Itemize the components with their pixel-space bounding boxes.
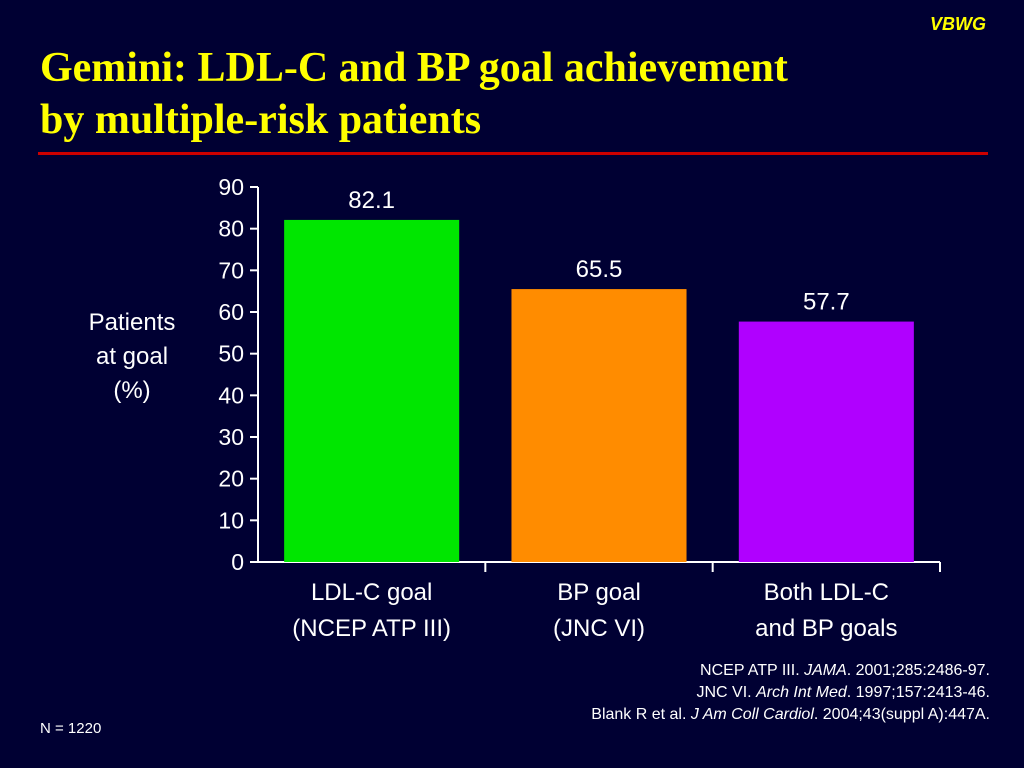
reference-3-authors: Blank R et al. bbox=[591, 706, 691, 723]
value-label-1: 82.1 bbox=[348, 187, 395, 214]
bar-1 bbox=[284, 219, 460, 562]
title-line-1: Gemini: LDL-C and BP goal achievement bbox=[40, 45, 788, 91]
category-label-3-line-2: and BP goals bbox=[755, 615, 897, 642]
value-label-2: 65.5 bbox=[576, 256, 623, 283]
reference-2-citation: . 1997;157:2413-46. bbox=[846, 684, 990, 701]
value-label-3: 57.7 bbox=[803, 289, 850, 316]
y-tick-label: 80 bbox=[218, 216, 244, 242]
y-axis-label-line-3: (%) bbox=[113, 377, 151, 404]
y-axis-label-line-2: at goal bbox=[95, 343, 169, 370]
category-label-2-line-2: (JNC VI) bbox=[553, 615, 645, 642]
y-tick-label: 0 bbox=[231, 549, 244, 575]
reference-2-journal: Arch Int Med bbox=[756, 684, 847, 701]
reference-1-authors: NCEP ATP III. bbox=[700, 662, 805, 679]
y-tick-label: 10 bbox=[218, 507, 244, 533]
bar-2 bbox=[511, 289, 687, 562]
category-label-1-line-2: (NCEP ATP III) bbox=[292, 615, 451, 642]
slide-title: Gemini: LDL-C and BP goal achievement by… bbox=[40, 42, 1000, 146]
reference-1-journal: JAMA bbox=[804, 662, 847, 679]
reference-2-authors: JNC VI. bbox=[696, 684, 757, 701]
reference-3-journal: J Am Coll Cardiol bbox=[690, 706, 814, 723]
y-axis-label-line-1: Patients bbox=[88, 309, 176, 336]
category-label-3-line-1: Both LDL-C bbox=[764, 579, 889, 606]
category-label-1-line-1: LDL-C goal bbox=[311, 579, 432, 606]
title-line-2: by multiple-risk patients bbox=[40, 97, 482, 143]
y-tick-label: 50 bbox=[218, 341, 244, 367]
title-divider bbox=[38, 152, 988, 155]
y-tick-label: 40 bbox=[218, 382, 244, 408]
reference-3: Blank R et al. J Am Coll Cardiol. 2004;4… bbox=[591, 704, 990, 726]
y-tick-label: 20 bbox=[218, 466, 244, 492]
y-tick-label: 90 bbox=[218, 174, 244, 200]
brand-logo-text: VBWG bbox=[930, 14, 986, 34]
bar-3 bbox=[738, 321, 914, 562]
reference-1-citation: . 2001;285:2486-97. bbox=[846, 662, 990, 679]
reference-3-citation: . 2004;43(suppl A):447A. bbox=[813, 706, 990, 723]
y-tick-label: 70 bbox=[218, 257, 244, 283]
category-label-2-line-1: BP goal bbox=[557, 579, 641, 606]
y-tick-label: 30 bbox=[218, 424, 244, 450]
reference-1: NCEP ATP III. JAMA. 2001;285:2486-97. bbox=[591, 660, 990, 682]
reference-2: JNC VI. Arch Int Med. 1997;157:2413-46. bbox=[591, 682, 991, 704]
sample-size-note: N = 1220 bbox=[40, 720, 102, 737]
references: NCEP ATP III. JAMA. 2001;285:2486-97. JN… bbox=[591, 660, 990, 726]
y-tick-label: 60 bbox=[218, 299, 244, 325]
y-axis-label: Patients at goal (%) bbox=[62, 306, 202, 408]
